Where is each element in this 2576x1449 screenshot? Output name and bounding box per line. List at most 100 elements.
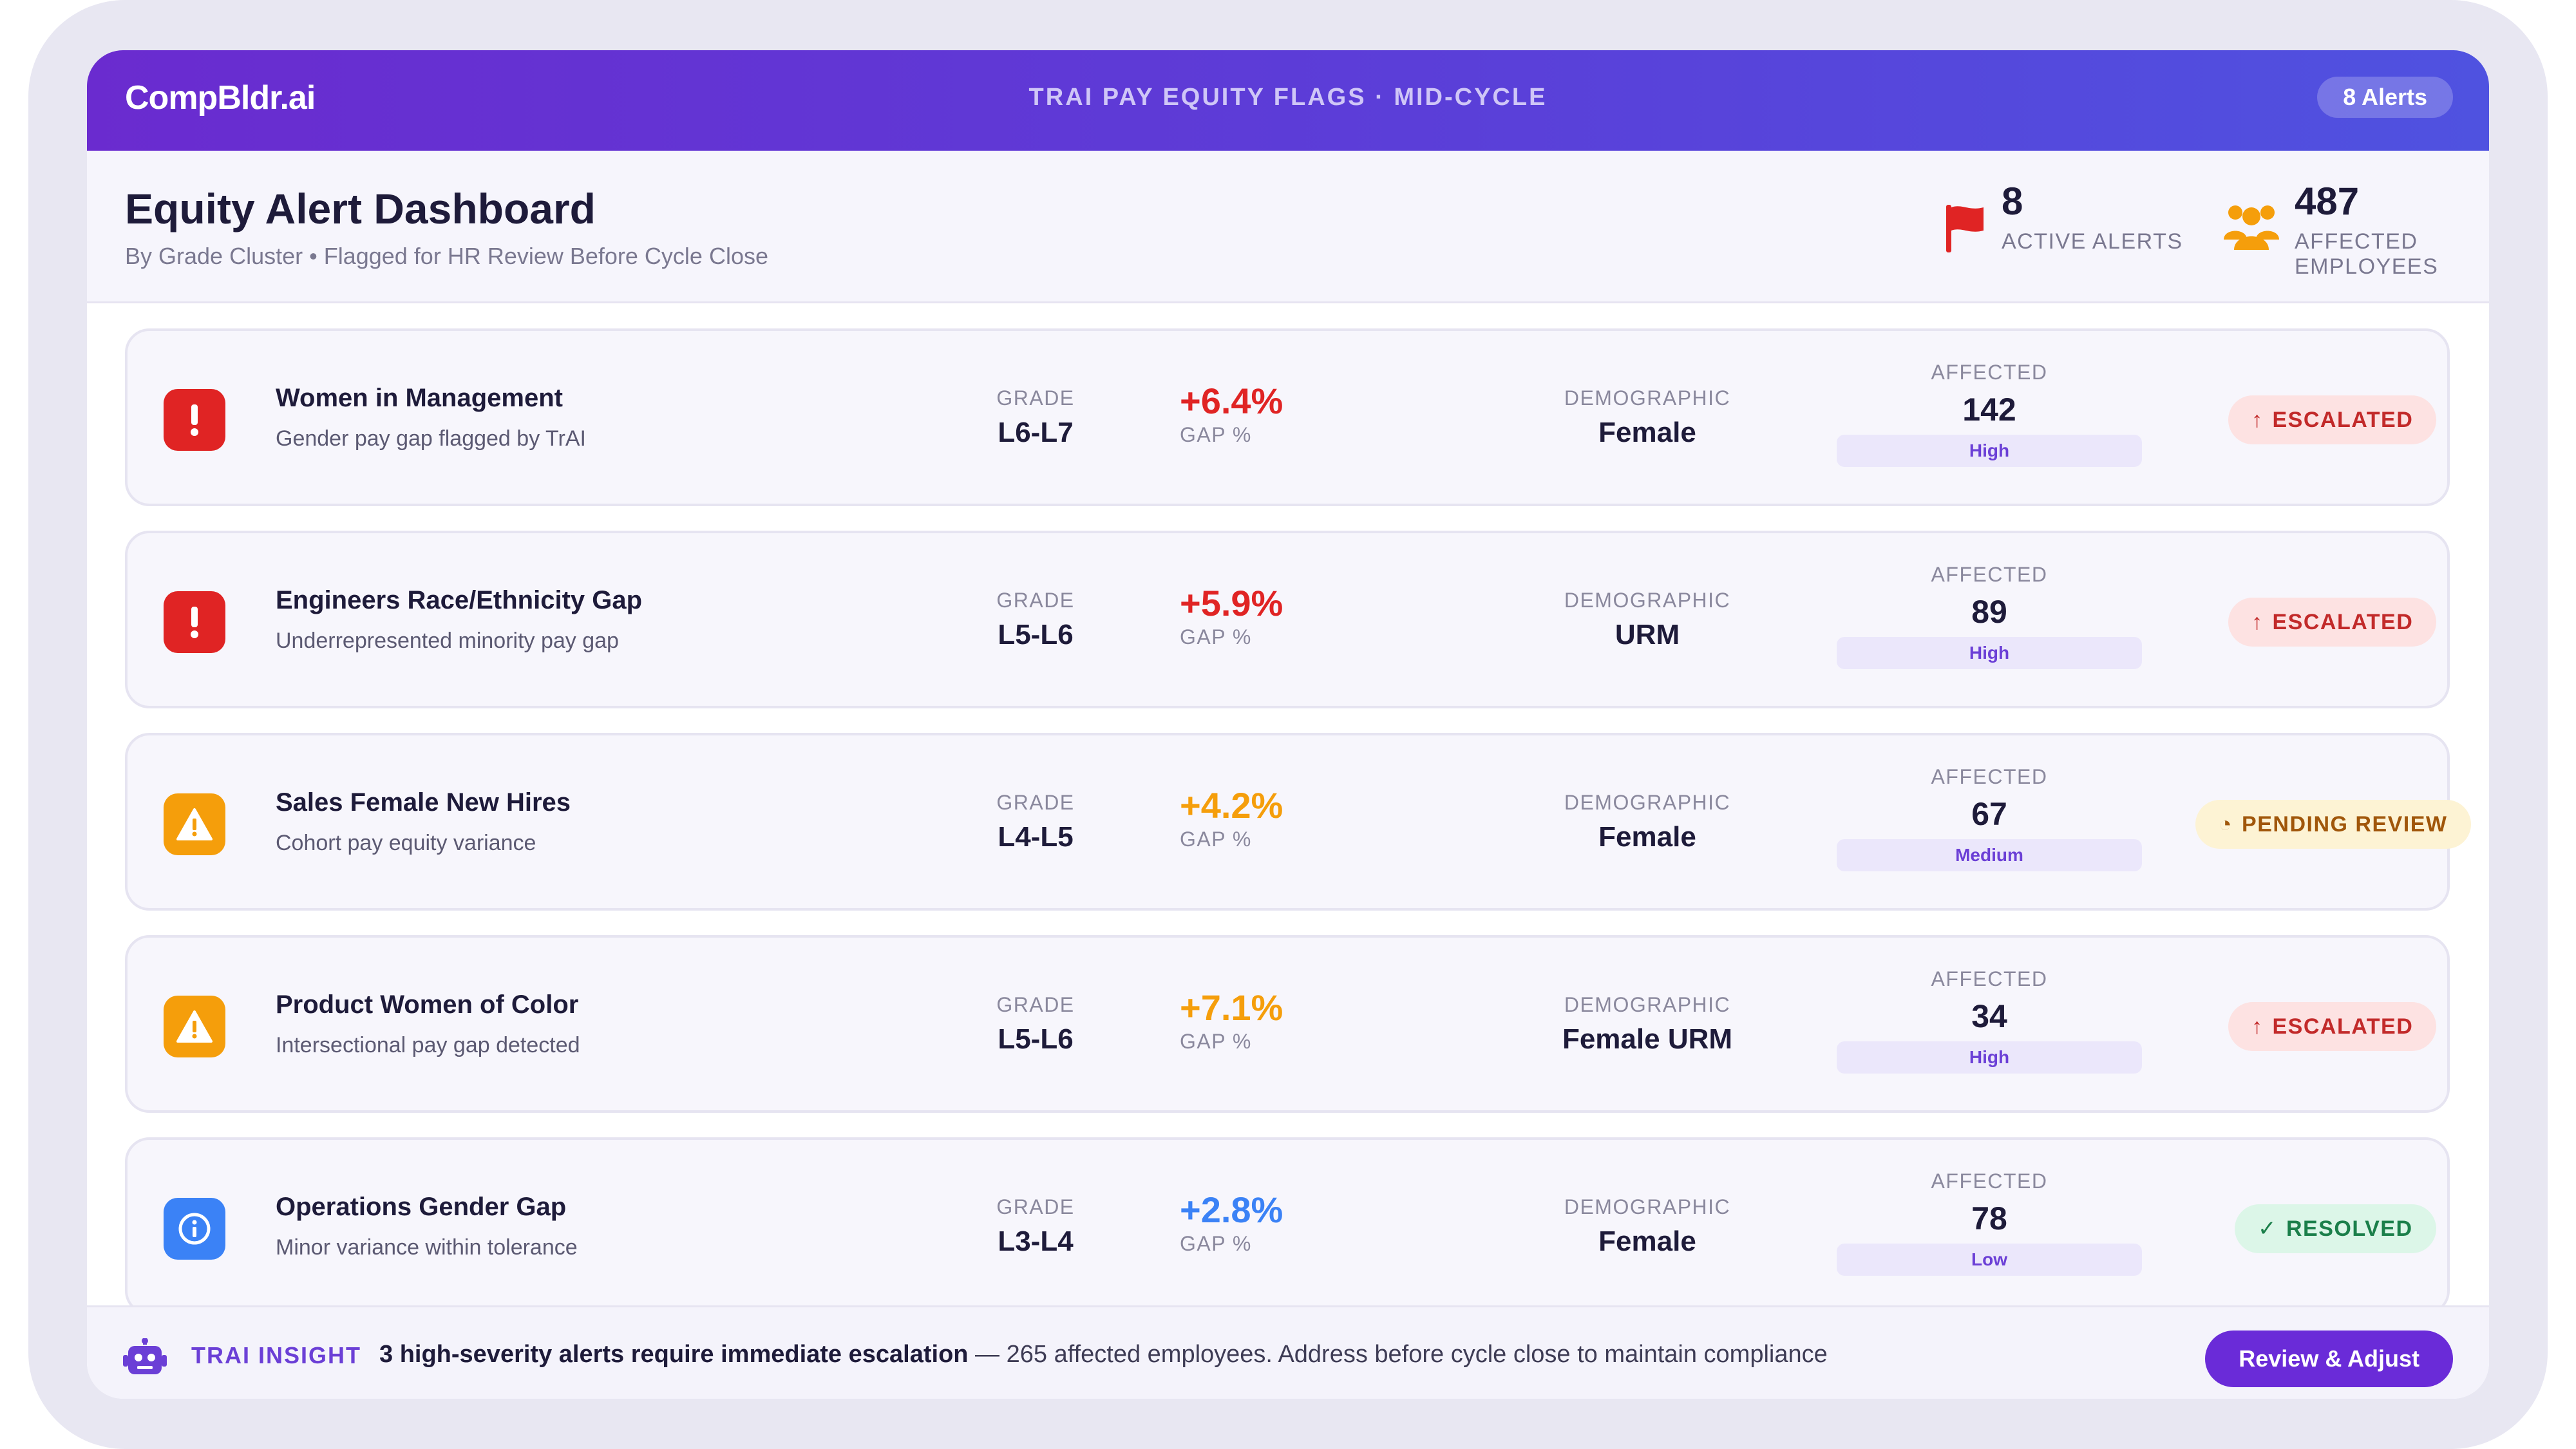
gap-label: GAP % xyxy=(1180,1232,1252,1255)
status-label: RESOLVED xyxy=(2286,1217,2413,1241)
affected-label: AFFECTED xyxy=(1931,563,2048,586)
grade-label: GRADE xyxy=(996,791,1075,814)
grade-cell: GRADE L5-L6 xyxy=(984,993,1087,1056)
status-icon: ✓ xyxy=(2258,1217,2277,1241)
demographic-value: Female xyxy=(1598,821,1696,853)
app-logo[interactable]: CompBldr.ai xyxy=(125,79,316,117)
alert-title: Engineers Race/Ethnicity Gap xyxy=(276,586,643,614)
gap-cell: +7.1% GAP % xyxy=(1180,987,1283,1054)
top-bar: CompBldr.ai TRAI PAY EQUITY FLAGS · MID-… xyxy=(87,50,2489,151)
affected-value: 78 xyxy=(1971,1200,2007,1236)
alert-title: Sales Female New Hires xyxy=(276,788,571,817)
alert-title: Women in Management xyxy=(276,384,563,412)
demographic-label: DEMOGRAPHIC xyxy=(1564,589,1731,612)
grade-value: L5-L6 xyxy=(998,619,1074,650)
alerts-count-badge[interactable]: 8 Alerts xyxy=(2317,77,2453,118)
affected-value: 67 xyxy=(1971,796,2007,832)
insight-label: TRAI INSIGHT xyxy=(191,1342,361,1368)
status-badge[interactable]: ↑ ESCALATED xyxy=(2228,395,2437,444)
grade-value: L4-L5 xyxy=(998,821,1074,853)
demographic-cell: DEMOGRAPHIC Female xyxy=(1519,791,1776,853)
affected-cell: AFFECTED 34 High xyxy=(1837,967,2142,1074)
error-icon xyxy=(164,389,225,451)
insight-footer: TRAI INSIGHT 3 high-severity alerts requ… xyxy=(87,1305,2489,1399)
affected-value: 89 xyxy=(1971,594,2007,630)
alert-subtitle: Underrepresented minority pay gap xyxy=(276,629,619,653)
affected-label: AFFECTED xyxy=(1931,765,2048,788)
status-badge[interactable]: ◔ PENDING REVIEW xyxy=(2195,800,2471,849)
dashboard-card: CompBldr.ai TRAI PAY EQUITY FLAGS · MID-… xyxy=(87,50,2489,1399)
demographic-value: URM xyxy=(1615,619,1680,650)
status-label: PENDING REVIEW xyxy=(2242,812,2448,837)
gap-value: +7.1% xyxy=(1180,987,1283,1028)
grade-label: GRADE xyxy=(996,386,1075,410)
stat-active-alerts: 8 ACTIVE ALERTS xyxy=(1946,179,2183,254)
status-badge[interactable]: ✓ RESOLVED xyxy=(2235,1204,2436,1253)
status-label: ESCALATED xyxy=(2272,610,2414,634)
alert-subtitle: Cohort pay equity variance xyxy=(276,831,536,855)
warning-icon xyxy=(164,793,225,855)
stat-affected-employees: 487 AFFECTED EMPLOYEES xyxy=(2224,179,2489,279)
alert-row[interactable]: Product Women of Color Intersectional pa… xyxy=(125,935,2450,1113)
flag-icon xyxy=(1942,202,1987,257)
page-subtitle: By Grade Cluster • Flagged for HR Review… xyxy=(125,243,768,269)
demographic-cell: DEMOGRAPHIC URM xyxy=(1519,589,1776,651)
affected-cell: AFFECTED 78 Low xyxy=(1837,1170,2142,1276)
severity-chip: High xyxy=(1837,435,2142,467)
status-badge[interactable]: ↑ ESCALATED xyxy=(2228,598,2437,647)
review-adjust-button[interactable]: Review & Adjust xyxy=(2205,1331,2453,1387)
gap-value: +2.8% xyxy=(1180,1189,1283,1230)
gap-label: GAP % xyxy=(1180,625,1252,649)
demographic-label: DEMOGRAPHIC xyxy=(1564,1195,1731,1218)
page-title: Equity Alert Dashboard xyxy=(125,185,596,232)
status-badge[interactable]: ↑ ESCALATED xyxy=(2228,1002,2437,1051)
people-icon xyxy=(2222,202,2280,254)
affected-value: 34 xyxy=(1971,998,2007,1034)
info-icon xyxy=(164,1198,225,1260)
alert-title: Product Women of Color xyxy=(276,990,579,1019)
stat-label: ACTIVE ALERTS xyxy=(2002,229,2183,254)
severity-chip: Medium xyxy=(1837,839,2142,871)
warning-icon xyxy=(164,996,225,1057)
robot-icon xyxy=(123,1338,167,1379)
demographic-cell: DEMOGRAPHIC Female xyxy=(1519,386,1776,449)
demographic-value: Female xyxy=(1598,1226,1696,1257)
severity-chip: Low xyxy=(1837,1244,2142,1276)
status-label: ESCALATED xyxy=(2272,408,2414,432)
grade-value: L5-L6 xyxy=(998,1023,1074,1055)
gap-label: GAP % xyxy=(1180,423,1252,446)
alert-row[interactable]: Sales Female New Hires Cohort pay equity… xyxy=(125,733,2471,911)
affected-cell: AFFECTED 89 High xyxy=(1837,563,2142,669)
demographic-value: Female URM xyxy=(1562,1023,1733,1055)
demographic-label: DEMOGRAPHIC xyxy=(1564,993,1731,1016)
grade-value: L6-L7 xyxy=(998,417,1074,448)
topbar-title: TRAI PAY EQUITY FLAGS · MID-CYCLE xyxy=(1028,84,1548,111)
affected-value: 142 xyxy=(1962,392,2016,428)
affected-cell: AFFECTED 67 Medium xyxy=(1837,765,2142,871)
alert-subtitle: Minor variance within tolerance xyxy=(276,1235,578,1260)
error-icon xyxy=(164,591,225,653)
demographic-label: DEMOGRAPHIC xyxy=(1564,386,1731,410)
gap-cell: +4.2% GAP % xyxy=(1180,784,1283,851)
alert-subtitle: Gender pay gap flagged by TrAI xyxy=(276,426,586,451)
alert-row[interactable]: Engineers Race/Ethnicity Gap Underrepres… xyxy=(125,531,2450,708)
affected-cell: AFFECTED 142 High xyxy=(1837,361,2142,467)
grade-label: GRADE xyxy=(996,993,1075,1016)
stat-label: AFFECTED EMPLOYEES xyxy=(2295,229,2439,279)
status-icon: ◔ xyxy=(2219,812,2233,837)
alert-row[interactable]: Women in Management Gender pay gap flagg… xyxy=(125,328,2450,506)
stat-value: 8 xyxy=(2002,180,2023,223)
gap-cell: +6.4% GAP % xyxy=(1180,380,1283,447)
gap-label: GAP % xyxy=(1180,828,1252,851)
grade-value: L3-L4 xyxy=(998,1226,1074,1257)
insight-text: 3 high-severity alerts require immediate… xyxy=(379,1341,1828,1368)
demographic-cell: DEMOGRAPHIC Female URM xyxy=(1519,993,1776,1056)
gap-value: +6.4% xyxy=(1180,381,1283,421)
grade-cell: GRADE L6-L7 xyxy=(984,386,1087,449)
status-label: ESCALATED xyxy=(2272,1014,2414,1039)
alert-row[interactable]: Operations Gender Gap Minor variance wit… xyxy=(125,1137,2450,1315)
severity-chip: High xyxy=(1837,1041,2142,1074)
gap-label: GAP % xyxy=(1180,1030,1252,1053)
status-icon: ↑ xyxy=(2251,408,2264,432)
stat-value: 487 xyxy=(2295,180,2360,223)
